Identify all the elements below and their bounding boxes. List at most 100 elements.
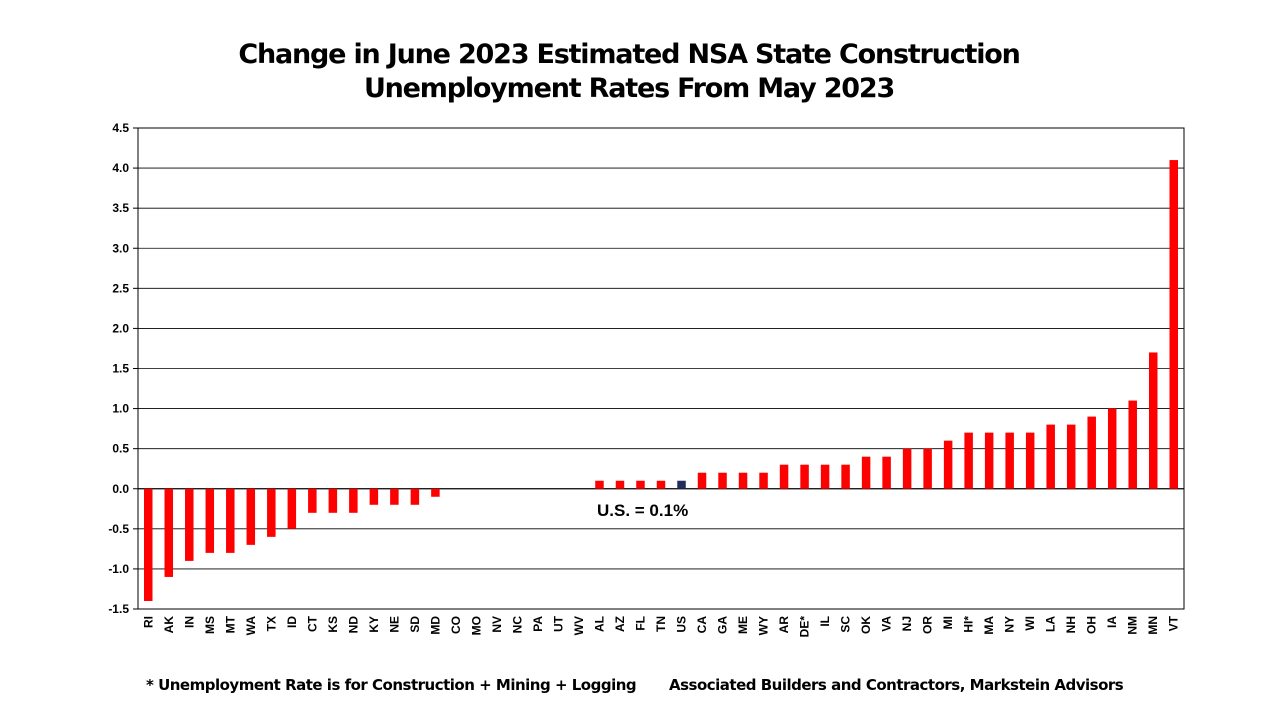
x-tick-label: NH [1064, 616, 1078, 633]
x-tick-label: CT [305, 615, 319, 632]
bar-tn [656, 480, 666, 489]
x-tick-label: MS [203, 616, 217, 634]
bar-ca [697, 472, 707, 489]
x-tick-label: FL [633, 616, 647, 631]
bar-me [738, 472, 748, 489]
bar-ar [779, 464, 789, 489]
bar-az [615, 480, 625, 489]
bar-fl [636, 480, 645, 489]
x-tick-label: WV [572, 616, 586, 635]
bar-mn [1148, 352, 1158, 489]
x-tick-label: US [675, 616, 689, 633]
x-tick-label: CA [695, 616, 709, 634]
x-tick-label: SD [408, 616, 422, 633]
x-tick-label: NM [1126, 616, 1140, 635]
x-tick-label: AR [777, 616, 791, 634]
x-tick-label: OH [1085, 616, 1099, 634]
x-tick-label: AZ [613, 616, 627, 632]
x-tick-label: ME [736, 616, 750, 634]
bar-id [287, 488, 297, 529]
bar-al [595, 480, 604, 489]
bar-nm [1128, 400, 1137, 489]
x-tick-label: HI* [962, 616, 976, 633]
x-tick-label: LA [1044, 616, 1058, 632]
bar-il [820, 464, 830, 489]
bar-in [185, 488, 194, 561]
y-tick-label: 4.5 [112, 121, 129, 135]
x-tick-label: NE [387, 616, 401, 633]
bar-ms [205, 488, 215, 553]
bar-wa [246, 488, 256, 545]
y-tick-label: -1.0 [108, 562, 129, 576]
bar-ri [144, 488, 153, 601]
bar-la [1046, 424, 1055, 489]
x-tick-label: CO [449, 616, 463, 634]
x-tick-label: NY [1003, 616, 1017, 633]
bar-us [677, 480, 686, 489]
x-tick-label: NV [490, 616, 504, 633]
x-tick-label: OK [859, 616, 873, 634]
bar-ga [718, 472, 727, 489]
x-tick-label: MN [1146, 616, 1160, 635]
x-tick-label: KS [326, 616, 340, 633]
x-tick-label: MT [223, 615, 237, 633]
y-tick-label: 4.0 [112, 161, 129, 175]
footnote: * Unemployment Rate is for Construction … [146, 676, 637, 694]
x-tick-label: AK [162, 616, 176, 634]
x-tick-label: TN [654, 616, 668, 632]
x-tick-label: IA [1105, 616, 1119, 628]
x-tick-label: IN [182, 616, 196, 628]
y-tick-label: 3.5 [112, 201, 129, 215]
bar-va [882, 456, 891, 489]
x-tick-label: KY [367, 616, 381, 633]
y-tick-label: 3.0 [112, 241, 129, 255]
y-tick-label: 0.5 [112, 442, 129, 456]
y-tick-label: 1.0 [112, 402, 129, 416]
x-tick-label: TX [264, 616, 278, 631]
bar-ak [164, 488, 174, 577]
title-line-2: Unemployment Rates From May 2023 [363, 73, 895, 104]
x-tick-label: PA [531, 616, 545, 632]
x-tick-label: MI [941, 616, 955, 629]
bar-ny [1005, 432, 1014, 489]
bar-vt [1169, 160, 1178, 489]
bar-or [923, 448, 932, 489]
x-tick-label: MD [428, 616, 442, 635]
bar-nj [902, 448, 912, 489]
bar-nd [349, 488, 358, 513]
bar-wi [1025, 432, 1035, 489]
y-tick-label: -1.5 [108, 602, 129, 616]
x-tick-label: OR [921, 616, 935, 634]
bar-md [431, 488, 440, 497]
x-tick-label: UT [551, 615, 565, 632]
x-tick-label: VT [1167, 615, 1181, 631]
x-tick-label: WA [244, 616, 258, 636]
x-tick-label: DE* [798, 616, 812, 638]
bar-de [800, 464, 809, 489]
bar-tx [267, 488, 276, 537]
x-tick-label: ND [346, 616, 360, 634]
bar-mt [226, 488, 235, 553]
x-tick-label: MO [469, 616, 483, 635]
bar-ne [390, 488, 399, 505]
bar-wy [759, 472, 768, 489]
bar-sc [841, 464, 850, 489]
title-line-1: Change in June 2023 Estimated NSA State … [238, 39, 1020, 70]
chart-title: Change in June 2023 Estimated NSA State … [0, 38, 1258, 106]
x-tick-label: MA [982, 616, 996, 635]
us-annotation: U.S. = 0.1% [597, 501, 688, 520]
bar-ma [984, 432, 994, 489]
x-tick-label: AL [592, 616, 606, 632]
bar-sd [410, 488, 420, 505]
y-tick-label: 1.5 [112, 362, 129, 376]
x-tick-label: NJ [900, 616, 914, 631]
x-tick-label: WY [757, 616, 771, 635]
x-tick-label: GA [716, 616, 730, 634]
bar-ks [328, 488, 338, 513]
bar-hi [964, 432, 973, 489]
source: Associated Builders and Contractors, Mar… [669, 676, 1124, 694]
bar-oh [1087, 416, 1096, 489]
y-tick-label: 0.0 [112, 482, 129, 496]
x-tick-label: RI [141, 616, 155, 628]
